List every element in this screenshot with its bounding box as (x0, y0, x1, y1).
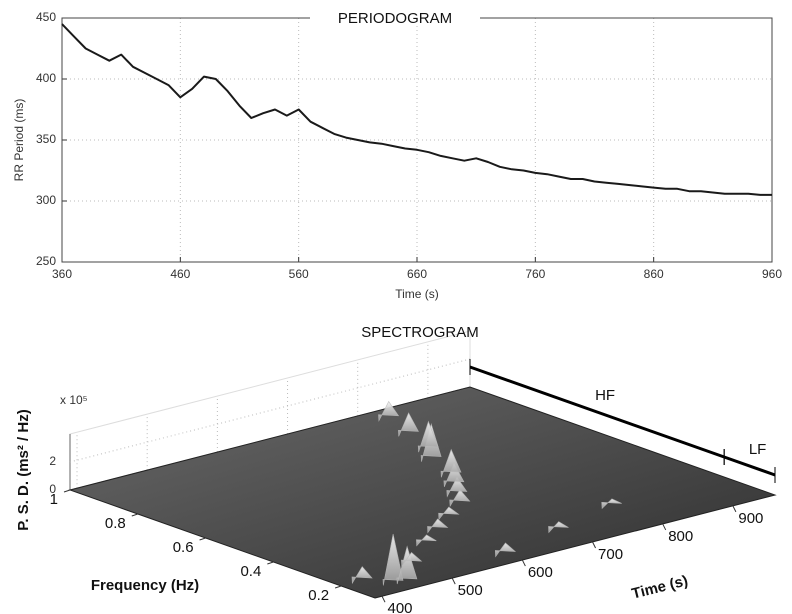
psd-peak (416, 534, 437, 547)
y-tick-label: 400 (36, 71, 56, 85)
psd-peak (396, 545, 418, 585)
chart-title: PERIODOGRAM (338, 10, 452, 27)
x-tick (381, 595, 386, 603)
x-tick-label: 900 (738, 510, 763, 527)
band-label: HF (595, 387, 615, 404)
psd-peak (401, 552, 423, 568)
y-tick-label: 250 (36, 254, 56, 268)
psd-peak (449, 489, 471, 508)
x-tick-label: 460 (170, 267, 190, 281)
z-axis-label: P. S. D. (ms² / Hz) (15, 409, 32, 530)
x-tick-label: 660 (407, 267, 427, 281)
x-tick-label: 800 (668, 528, 693, 545)
band-label: LF (749, 441, 767, 458)
z-multiplier: x 10⁵ (60, 393, 88, 407)
y-tick (334, 585, 342, 589)
y-tick-label: 450 (36, 10, 56, 24)
y-axis-label: RR Period (ms) (12, 99, 26, 182)
periodogram: 250 300 350 400 450 360 460 560 660 760 860 960 PERI… (12, 10, 782, 301)
y-tick (267, 561, 274, 565)
y-tick-label: 0.4 (240, 563, 261, 580)
x-tick-label: 560 (289, 267, 309, 281)
y-tick-label: 0.6 (173, 539, 194, 556)
y-tick-label: 350 (36, 132, 56, 146)
x-axis-label: Time (s) (630, 572, 690, 602)
psd-peak (378, 400, 400, 422)
psd-peak (446, 476, 468, 498)
x-tick-label: 600 (528, 564, 553, 581)
x-tick-label: 360 (52, 267, 72, 281)
psd-peak (417, 420, 439, 453)
grid-line (69, 358, 471, 463)
rr-line (61, 23, 772, 196)
psd-peak (548, 521, 569, 534)
psd-peak (382, 533, 404, 586)
y-tick (63, 489, 71, 493)
band-line (723, 455, 776, 477)
spectrogram: 0 2 0.2 0.4 0.6 0.8 1 400 500 600 700 800 900 HF LF SPE… (15, 324, 777, 614)
y-axis-label: Frequency (Hz) (91, 577, 199, 594)
x-tick-label: 960 (762, 267, 782, 281)
psd-peak (351, 566, 373, 585)
y-tick-label: 1 (50, 491, 58, 508)
chart-title: SPECTROGRAM (361, 324, 479, 341)
psd-peak (438, 506, 460, 521)
psd-peak (494, 542, 517, 558)
x-tick-label: 760 (525, 267, 545, 281)
x-tick-label: 500 (458, 582, 483, 599)
z-tick-label: 2 (49, 454, 56, 468)
band-line (469, 365, 725, 459)
x-axis-label: Time (s) (395, 287, 439, 301)
surface-plane (68, 386, 777, 599)
x-tick (732, 505, 737, 513)
title-backdrop (310, 10, 480, 26)
y-tick-label: 0.2 (308, 587, 329, 604)
psd-peak (601, 498, 622, 510)
x-tick-label: 400 (388, 600, 413, 614)
y-tick-label: 300 (36, 193, 56, 207)
z-tick-label: 0 (49, 482, 56, 496)
x-tick-label: 860 (644, 267, 664, 281)
y-tick (131, 513, 138, 517)
x-tick (521, 559, 526, 567)
psd-peak (427, 518, 449, 534)
x-tick (662, 523, 667, 531)
x-tick (592, 541, 596, 549)
psd-peak (398, 412, 419, 437)
x-tick (451, 577, 456, 585)
psd-peak (440, 448, 462, 478)
x-tick-label: 700 (598, 546, 623, 563)
y-tick-label: 0.8 (105, 515, 126, 532)
y-tick (199, 537, 206, 541)
